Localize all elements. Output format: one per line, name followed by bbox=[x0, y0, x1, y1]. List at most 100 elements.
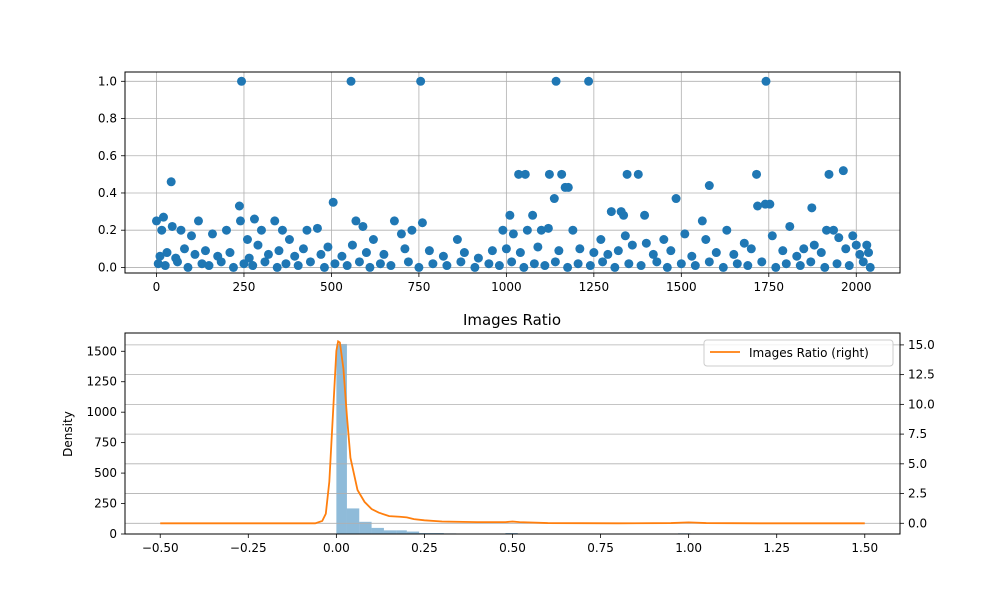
scatter-point bbox=[294, 261, 303, 270]
scatter-point bbox=[376, 259, 385, 268]
scatter-point bbox=[329, 198, 338, 207]
scatter-point bbox=[733, 259, 742, 268]
histogram-bar bbox=[347, 508, 359, 534]
scatter-point bbox=[194, 216, 203, 225]
histogram-bar bbox=[336, 344, 347, 534]
scatter-point bbox=[698, 216, 707, 225]
scatter-point bbox=[729, 250, 738, 259]
histogram-right-y-tick-label: 5.0 bbox=[908, 457, 927, 471]
scatter-x-tick-label: 1000 bbox=[491, 280, 522, 294]
scatter-point bbox=[161, 261, 170, 270]
scatter-point bbox=[705, 257, 714, 266]
scatter-point bbox=[425, 246, 434, 255]
histogram-grid bbox=[125, 345, 900, 523]
scatter-point bbox=[771, 263, 780, 272]
scatter-point bbox=[589, 248, 598, 257]
scatter-point bbox=[270, 216, 279, 225]
histogram-right-y-tick-label: 10.0 bbox=[908, 397, 935, 411]
scatter-point bbox=[634, 170, 643, 179]
scatter-point bbox=[687, 252, 696, 261]
scatter-point bbox=[365, 263, 374, 272]
scatter-point bbox=[757, 257, 766, 266]
scatter-point bbox=[320, 263, 329, 272]
scatter-y-tick-label: 0.2 bbox=[98, 223, 117, 237]
scatter-point bbox=[839, 166, 848, 175]
scatter-point bbox=[663, 263, 672, 272]
scatter-point bbox=[167, 177, 176, 186]
scatter-point bbox=[824, 170, 833, 179]
scatter-point bbox=[677, 259, 686, 268]
scatter-point bbox=[278, 226, 287, 235]
scatter-point bbox=[623, 170, 632, 179]
scatter-point bbox=[862, 241, 871, 250]
scatter-point bbox=[554, 246, 563, 255]
scatter-point bbox=[778, 246, 787, 255]
scatter-point bbox=[330, 259, 339, 268]
histogram-right-y-tick-label: 0.0 bbox=[908, 516, 927, 530]
scatter-point bbox=[521, 170, 530, 179]
scatter-point bbox=[507, 257, 516, 266]
scatter-point bbox=[201, 246, 210, 255]
scatter-point bbox=[545, 170, 554, 179]
scatter-point bbox=[859, 257, 868, 266]
histogram-right-y-tick-label: 7.5 bbox=[908, 427, 927, 441]
scatter-point bbox=[355, 257, 364, 266]
scatter-point bbox=[761, 77, 770, 86]
scatter-point bbox=[610, 263, 619, 272]
histogram-x-tick-label: −0.25 bbox=[230, 541, 267, 555]
scatter-point bbox=[624, 259, 633, 268]
scatter-point bbox=[799, 244, 808, 253]
scatter-point bbox=[584, 77, 593, 86]
scatter-point bbox=[316, 250, 325, 259]
scatter-point bbox=[397, 229, 406, 238]
scatter-grid bbox=[125, 72, 900, 273]
scatter-y-ticks: 0.00.20.40.60.81.0 bbox=[98, 74, 125, 274]
scatter-point bbox=[488, 246, 497, 255]
scatter-point bbox=[439, 252, 448, 261]
scatter-point bbox=[414, 263, 423, 272]
scatter-point bbox=[807, 203, 816, 212]
scatter-point bbox=[680, 229, 689, 238]
scatter-point bbox=[619, 211, 628, 220]
scatter-point bbox=[691, 261, 700, 270]
histogram-y-tick-label: 500 bbox=[94, 466, 117, 480]
scatter-point bbox=[274, 246, 283, 255]
scatter-point bbox=[528, 211, 537, 220]
scatter-point bbox=[530, 259, 539, 268]
scatter-x-tick-label: 1250 bbox=[579, 280, 610, 294]
scatter-point bbox=[285, 235, 294, 244]
scatter-point bbox=[502, 244, 511, 253]
scatter-point bbox=[586, 261, 595, 270]
scatter-point bbox=[470, 263, 479, 272]
scatter-point bbox=[183, 263, 192, 272]
scatter-point bbox=[390, 216, 399, 225]
scatter-point bbox=[523, 226, 532, 235]
scatter-point bbox=[722, 226, 731, 235]
histogram-right-y-tick-label: 12.5 bbox=[908, 368, 935, 382]
density-series-line bbox=[160, 341, 865, 523]
scatter-point bbox=[257, 226, 266, 235]
scatter-point bbox=[157, 226, 166, 235]
scatter-point bbox=[369, 235, 378, 244]
scatter-point bbox=[176, 226, 185, 235]
scatter-point bbox=[407, 226, 416, 235]
scatter-y-tick-label: 0.0 bbox=[98, 260, 117, 274]
scatter-point bbox=[229, 263, 238, 272]
scatter-point bbox=[235, 202, 244, 211]
histogram-x-tick-label: 0.00 bbox=[323, 541, 350, 555]
scatter-point bbox=[817, 248, 826, 257]
scatter-point bbox=[552, 77, 561, 86]
scatter-point bbox=[753, 202, 762, 211]
scatter-point bbox=[603, 250, 612, 259]
scatter-point bbox=[719, 263, 728, 272]
scatter-point bbox=[833, 259, 842, 268]
scatter-point bbox=[418, 218, 427, 227]
scatter-point bbox=[845, 261, 854, 270]
density-line bbox=[160, 341, 865, 523]
scatter-point bbox=[217, 257, 226, 266]
scatter-point bbox=[785, 222, 794, 231]
scatter-point bbox=[505, 211, 514, 220]
